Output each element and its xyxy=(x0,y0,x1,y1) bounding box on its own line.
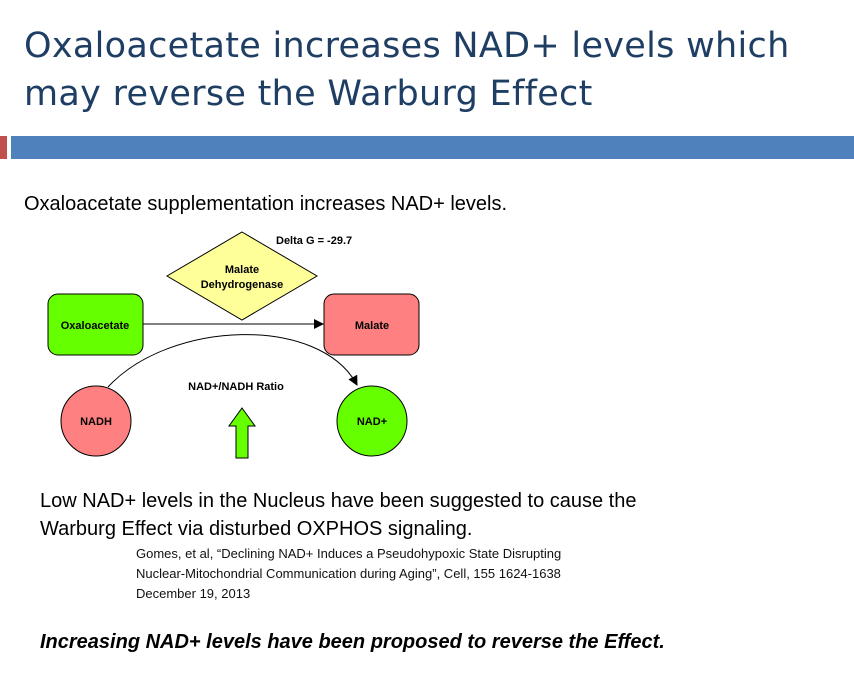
body-paragraph: Low NAD+ levels in the Nucleus have been… xyxy=(40,487,636,543)
enzyme-label-line-2: Dehydrogenase xyxy=(201,279,284,291)
nadh-circle xyxy=(60,385,132,457)
citation: Gomes, et al, “Declining NAD+ Induces a … xyxy=(136,544,561,604)
nad-plus-circle xyxy=(336,385,408,457)
title-accent-blue-bar xyxy=(11,136,854,159)
citation-line-3: December 19, 2013 xyxy=(136,586,251,601)
subtitle-text: Oxaloacetate supplementation increases N… xyxy=(24,193,508,215)
citation-line-2: Nuclear-Mitochondrial Communication duri… xyxy=(136,566,561,581)
slide-title-line-1: Oxaloacetate increases NAD+ levels which xyxy=(24,26,790,66)
delta-g-label: Delta G = -29.7 xyxy=(276,235,352,247)
ratio-label: NAD+/NADH Ratio xyxy=(188,381,284,393)
body-line-1: Low NAD+ levels in the Nucleus have been… xyxy=(40,490,637,512)
oxaloacetate-label: Oxaloacetate xyxy=(61,320,129,332)
slide-title-line-2: may reverse the Warburg Effect xyxy=(24,74,593,114)
enzyme-label-line-1: Malate xyxy=(225,264,259,276)
citation-line-1: Gomes, et al, “Declining NAD+ Induces a … xyxy=(136,546,562,561)
body-line-2: Warburg Effect via disturbed OXPHOS sign… xyxy=(40,518,473,540)
nadh-label: NADH xyxy=(80,416,112,428)
malate-label: Malate xyxy=(355,320,389,332)
title-accent-red-bar xyxy=(0,136,7,159)
malate-box xyxy=(323,293,420,356)
slide-title: Oxaloacetate increases NAD+ levels which… xyxy=(24,22,850,118)
enzyme-diamond xyxy=(166,231,318,321)
cofactor-arrow xyxy=(107,334,358,388)
conclusion-text: Increasing NAD+ levels have been propose… xyxy=(40,631,665,653)
increase-up-arrow xyxy=(228,407,256,459)
nad-plus-label: NAD+ xyxy=(357,416,387,428)
